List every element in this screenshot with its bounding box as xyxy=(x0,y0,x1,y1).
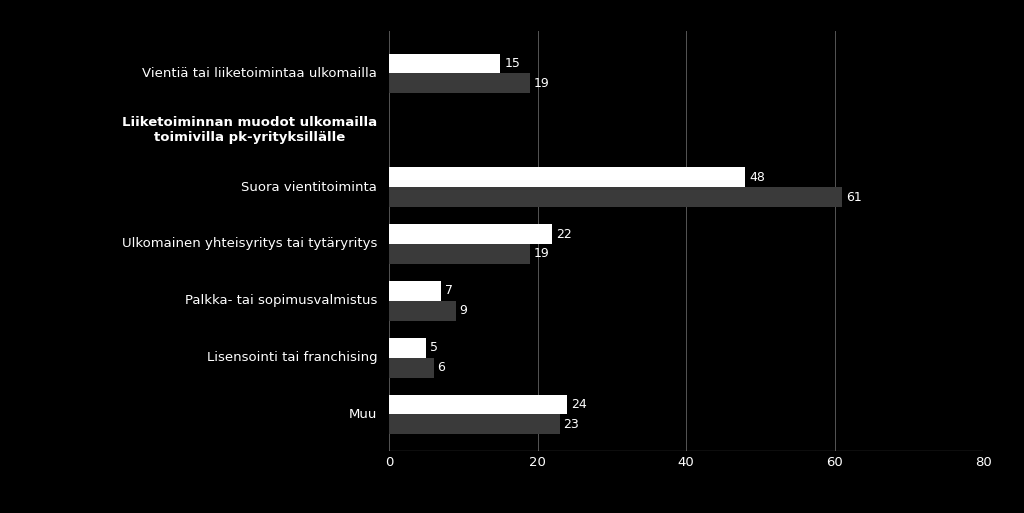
Text: 5: 5 xyxy=(430,341,438,354)
Text: Ulkomainen yhteisyritys tai tytäryritys: Ulkomainen yhteisyritys tai tytäryritys xyxy=(122,238,377,250)
Text: Suora vientitoiminta: Suora vientitoiminta xyxy=(242,181,377,193)
Text: 7: 7 xyxy=(444,284,453,298)
Bar xyxy=(389,73,530,93)
Bar xyxy=(389,301,456,321)
Text: 48: 48 xyxy=(750,171,765,184)
Bar xyxy=(389,415,560,435)
Text: Lisensointi tai franchising: Lisensointi tai franchising xyxy=(207,351,377,364)
Bar xyxy=(389,224,553,244)
Bar xyxy=(389,53,501,73)
Text: Palkka- tai sopimusvalmistus: Palkka- tai sopimusvalmistus xyxy=(185,294,377,307)
Text: Liiketoiminnan muodot ulkomailla
toimivilla pk-yrityksillälle: Liiketoiminnan muodot ulkomailla toimivi… xyxy=(122,116,377,144)
Text: 9: 9 xyxy=(460,304,468,317)
Text: 23: 23 xyxy=(563,418,580,431)
Text: 24: 24 xyxy=(571,398,587,411)
Text: 19: 19 xyxy=(534,247,550,261)
Bar xyxy=(389,338,426,358)
Text: 61: 61 xyxy=(846,190,861,204)
Bar xyxy=(389,281,441,301)
Text: 22: 22 xyxy=(556,227,572,241)
Bar xyxy=(389,167,745,187)
Bar xyxy=(389,244,530,264)
Bar xyxy=(389,187,842,207)
Bar xyxy=(389,358,434,378)
Text: 6: 6 xyxy=(437,361,445,374)
Text: Muu: Muu xyxy=(349,408,377,421)
Text: Vientiä tai liiketoimintaa ulkomailla: Vientiä tai liiketoimintaa ulkomailla xyxy=(142,67,377,80)
Text: 15: 15 xyxy=(504,57,520,70)
Text: 19: 19 xyxy=(534,77,550,90)
Bar xyxy=(389,394,567,415)
